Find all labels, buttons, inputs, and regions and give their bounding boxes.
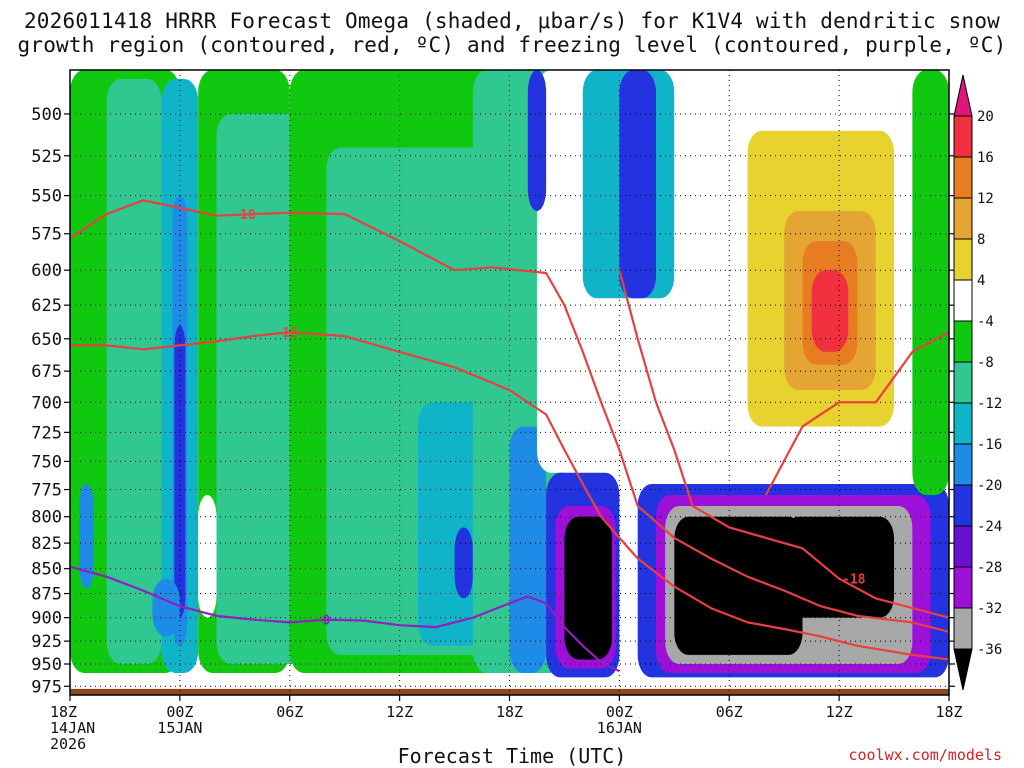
x-tick-label: 12Z: [386, 703, 413, 721]
chart-title-line-2: growth region (contoured, red, ºC) and f…: [17, 33, 1007, 57]
colorbar-swatch: [953, 566, 973, 609]
y-tick-label: 650: [31, 330, 62, 350]
colorbar-label: 16: [977, 150, 994, 166]
y-tick-label: 700: [31, 393, 62, 413]
omega-cell: [79, 483, 94, 589]
omega-cell: [536, 70, 583, 473]
x-tick-label: 2026: [50, 735, 86, 753]
colorbar-swatch: [953, 484, 973, 527]
colorbar-swatch: [953, 607, 973, 650]
omega-cell: [912, 70, 949, 496]
colorbar-label: -4: [977, 314, 994, 330]
colorbar-label: 8: [977, 232, 985, 248]
contour-line: [70, 331, 950, 661]
y-tick-label: 750: [31, 452, 62, 472]
x-tick-label: 18Z: [50, 703, 77, 721]
colorbar-swatch: [953, 443, 973, 486]
colorbar: 20 16 12 8 4 -4 -8 -12 -16 -20 -24 -28 -32 -36: [953, 74, 1002, 691]
colorbar-label: -24: [977, 519, 1002, 535]
x-tick-label: 16JAN: [597, 719, 642, 737]
colorbar-swatch: [953, 238, 973, 281]
omega-cell: [619, 70, 656, 299]
y-tick-label: 775: [31, 481, 62, 501]
y-tick-label: 900: [31, 609, 62, 629]
contour-label: 0: [322, 614, 330, 629]
contour-line: [618, 269, 950, 619]
colorbar-top-arrow: [953, 74, 973, 117]
x-tick-label: 06Z: [716, 703, 743, 721]
colorbar-swatch: [953, 197, 973, 240]
colorbar-label: -8: [977, 355, 994, 371]
contour-line: [69, 199, 950, 633]
colorbar-label: 20: [977, 109, 994, 125]
x-tick-label: 14JAN: [50, 719, 95, 737]
colorbar-swatch: [953, 402, 973, 445]
colorbar-bottom-arrow: [953, 648, 973, 691]
omega-shading: [70, 70, 949, 678]
x-tick-label: 06Z: [276, 703, 303, 721]
omega-cell: [674, 516, 803, 655]
y-tick-label: 950: [31, 655, 62, 675]
omega-cell: [509, 426, 547, 673]
y-tick-label: 725: [31, 423, 62, 443]
temperature-contours: -18 -12 -18 0: [69, 199, 950, 673]
y-tick-label: 975: [31, 677, 62, 697]
y-tick-label: 675: [31, 362, 62, 382]
contour-label: -12: [274, 326, 297, 341]
y-axis-ticks: 500 525 550 575 600 625 650 675 700 725 750 775 800 8…: [31, 105, 955, 697]
y-tick-label: 600: [31, 261, 62, 281]
omega-cell: [564, 516, 613, 660]
y-tick-label: 500: [31, 105, 62, 125]
colorbar-swatch: [953, 320, 973, 363]
terrain-fill: [70, 688, 949, 695]
colorbar-label: -28: [977, 560, 1002, 576]
colorbar-label: -20: [977, 478, 1002, 494]
x-tick-label: 15JAN: [157, 719, 202, 737]
omega-cell: [454, 527, 473, 599]
colorbar-swatch: [953, 115, 973, 158]
y-tick-label: 525: [31, 147, 62, 167]
omega-cell: [198, 495, 217, 618]
colorbar-swatch: [953, 279, 973, 322]
omega-cell: [174, 325, 186, 618]
colorbar-label: 12: [977, 191, 994, 207]
y-tick-label: 850: [31, 560, 62, 580]
terrain-band: [70, 688, 949, 695]
credit-text: coolwx.com/models: [848, 746, 1002, 764]
contour-line: [69, 565, 620, 673]
omega-cell: [811, 270, 849, 352]
y-tick-label: 550: [31, 187, 62, 207]
x-tick-label: 18Z: [935, 703, 962, 721]
contour-label: -18: [232, 208, 256, 223]
omega-cell: [152, 578, 180, 637]
y-tick-label: 925: [31, 632, 62, 652]
omega-cell: [106, 78, 162, 664]
colorbar-swatch: [953, 156, 973, 199]
chart-title-line-1: 2026011418 HRRR Forecast Omega (shaded, …: [23, 9, 1001, 33]
colorbar-swatch: [953, 525, 973, 568]
contour-line: [764, 331, 950, 496]
colorbar-label: -36: [977, 642, 1002, 658]
omega-cell: [527, 70, 547, 212]
y-tick-label: 575: [31, 225, 62, 245]
y-tick-label: 800: [31, 508, 62, 528]
x-tick-label: 12Z: [826, 703, 853, 721]
colorbar-swatch: [953, 361, 973, 404]
omega-cell: [784, 516, 895, 618]
colorbar-label: -12: [977, 396, 1002, 412]
grid-lines: [70, 70, 949, 695]
x-axis-label: Forecast Time (UTC): [397, 744, 627, 768]
x-tick-label: 00Z: [166, 703, 193, 721]
contour-label: -18: [842, 573, 866, 588]
y-tick-label: 625: [31, 296, 62, 316]
x-tick-label: 00Z: [606, 703, 633, 721]
y-tick-label: 875: [31, 585, 62, 605]
colorbar-label: -16: [977, 437, 1002, 453]
colorbar-label: -32: [977, 601, 1002, 617]
colorbar-label: 4: [977, 273, 985, 289]
y-tick-label: 825: [31, 534, 62, 554]
x-tick-label: 18Z: [496, 703, 523, 721]
